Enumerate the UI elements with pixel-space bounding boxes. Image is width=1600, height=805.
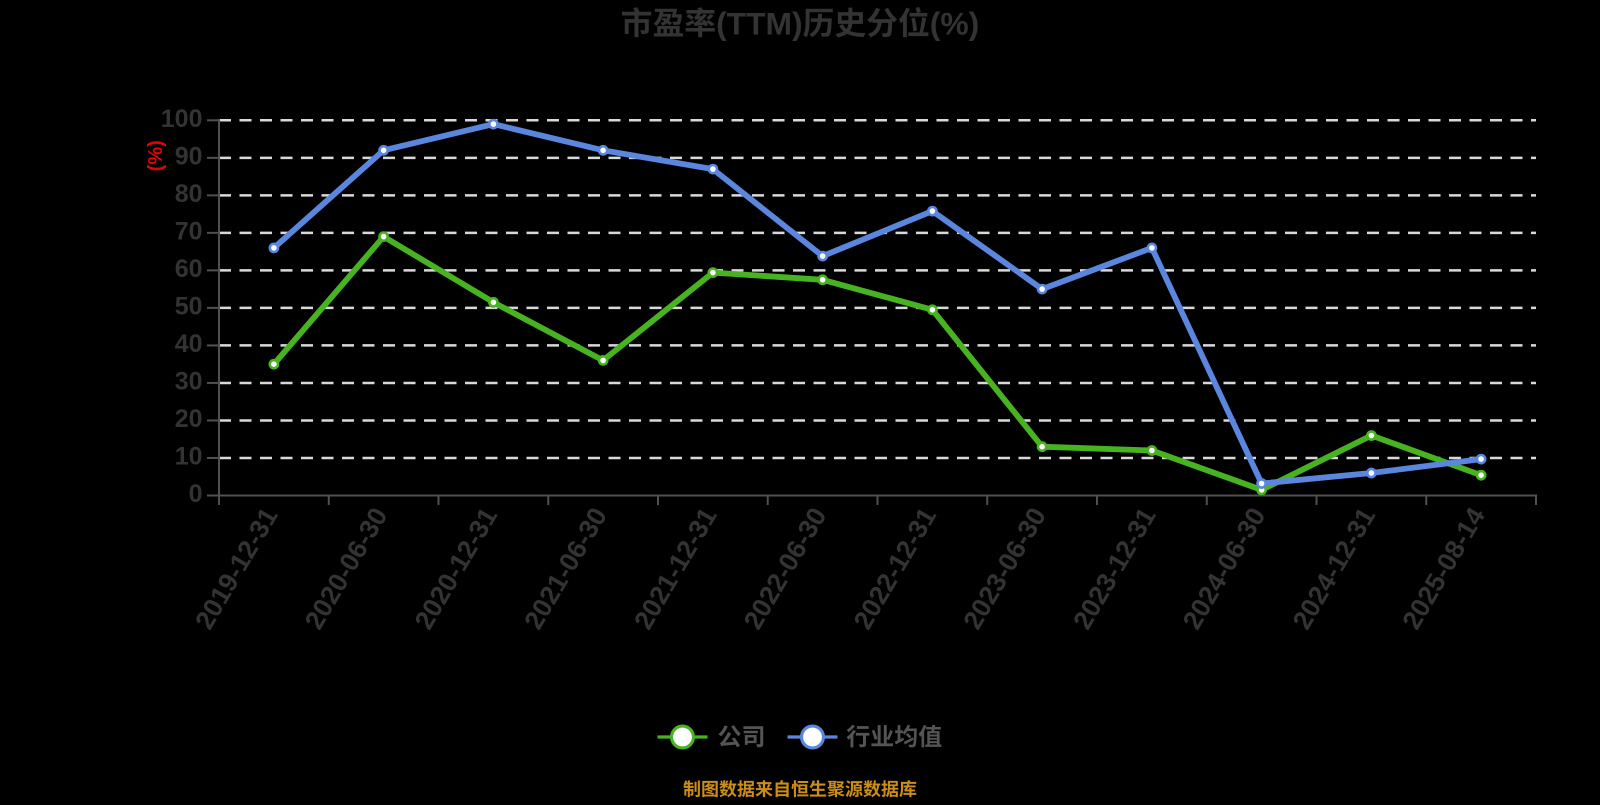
- svg-text:50: 50: [175, 292, 203, 320]
- svg-text:80: 80: [175, 180, 203, 208]
- svg-text:(TTM): (TTM): [716, 6, 803, 42]
- svg-text:60: 60: [175, 255, 203, 283]
- svg-text:(%): (%): [930, 6, 979, 42]
- svg-text:20: 20: [175, 405, 203, 433]
- svg-text:0: 0: [189, 480, 203, 508]
- svg-text:40: 40: [175, 330, 203, 358]
- svg-text:90: 90: [175, 142, 203, 170]
- svg-text:30: 30: [175, 367, 203, 395]
- svg-text:100: 100: [161, 105, 203, 133]
- svg-text:10: 10: [175, 443, 203, 471]
- svg-text:(%): (%): [145, 140, 167, 171]
- svg-text:70: 70: [175, 217, 203, 245]
